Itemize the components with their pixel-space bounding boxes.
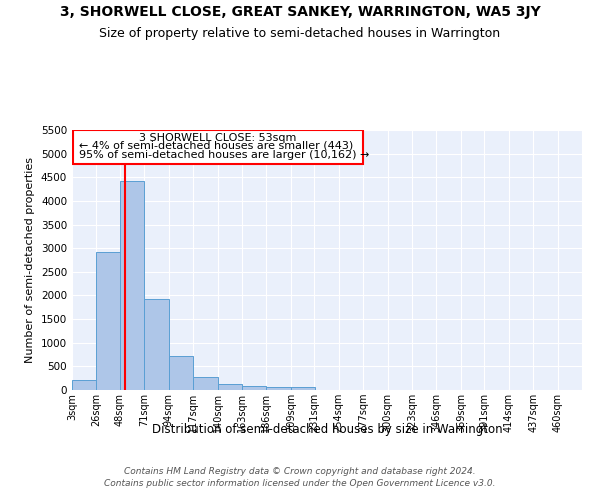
Text: 3 SHORWELL CLOSE: 53sqm: 3 SHORWELL CLOSE: 53sqm [139,133,296,143]
Bar [120,181,144,390]
Bar [218,384,242,390]
Text: 3, SHORWELL CLOSE, GREAT SANKEY, WARRINGTON, WA5 3JY: 3, SHORWELL CLOSE, GREAT SANKEY, WARRING… [59,5,541,19]
Text: 95% of semi-detached houses are larger (10,162) →: 95% of semi-detached houses are larger (… [79,150,370,160]
Bar [72,380,97,390]
Bar [193,377,218,390]
Bar [242,386,266,390]
Bar [169,356,193,390]
Text: Distribution of semi-detached houses by size in Warrington: Distribution of semi-detached houses by … [152,422,502,436]
Y-axis label: Number of semi-detached properties: Number of semi-detached properties [25,157,35,363]
Text: Contains HM Land Registry data © Crown copyright and database right 2024.
Contai: Contains HM Land Registry data © Crown c… [104,466,496,487]
Text: ← 4% of semi-detached houses are smaller (443): ← 4% of semi-detached houses are smaller… [79,140,353,150]
Bar [266,388,291,390]
Bar [291,388,316,390]
Bar [144,299,169,390]
Text: Size of property relative to semi-detached houses in Warrington: Size of property relative to semi-detach… [100,28,500,40]
Bar [73,130,362,164]
Bar [97,252,121,390]
